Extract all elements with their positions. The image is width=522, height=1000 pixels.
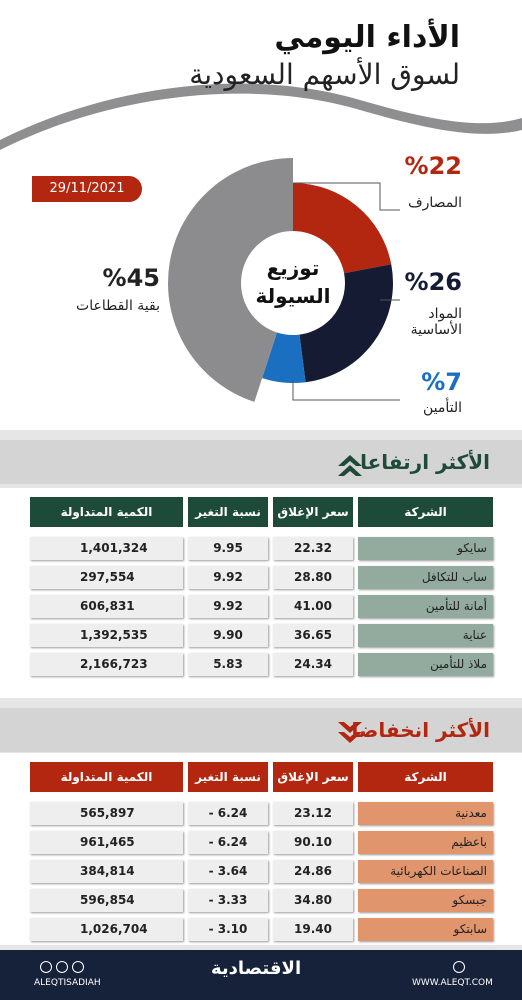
number-cell: 24.86 [273, 860, 353, 883]
number-cell: 19.40 [273, 918, 353, 941]
number-cell: 961,465 [30, 831, 183, 854]
number-cell: 23.12 [273, 802, 353, 825]
number-cell: 9.90 [188, 624, 268, 647]
subtitle: لسوق الأسهم السعودية [189, 58, 460, 91]
company-cell: جبسكو [358, 889, 493, 912]
center-label: توزيع [267, 256, 320, 280]
column-header: نسبة التغير % [188, 497, 268, 549]
social-icons [40, 961, 84, 973]
number-cell: 9.92 [188, 595, 268, 618]
number-cell: 2,166,723 [30, 653, 183, 676]
donut-slice [299, 264, 393, 383]
date: 29/11/2021 [32, 176, 142, 202]
center-label: السيولة [255, 284, 330, 308]
number-cell: 596,854 [30, 889, 183, 912]
losers-title: الأكثر انخفاضا [351, 718, 490, 742]
footer [0, 950, 522, 1000]
number-cell: 9.92 [188, 566, 268, 589]
number-cell: - 3.33 [188, 889, 268, 912]
number-cell: 606,831 [30, 595, 183, 618]
up-arrow [338, 455, 362, 476]
category-label: التأمين [422, 400, 462, 416]
section-bar [0, 440, 522, 484]
number-cell: 41.00 [273, 595, 353, 618]
category-label: المواد الأساسية [410, 306, 462, 338]
column-header: نسبة التغير % [188, 762, 268, 814]
column-header: الشركة [358, 762, 493, 792]
column-header: الكمية المتداولة [30, 497, 183, 527]
value-label: %26 [404, 268, 462, 296]
number-cell: 34.80 [273, 889, 353, 912]
column-header: سعر الإغلاق [273, 762, 353, 792]
top-panel: توزيع السيولة [0, 0, 522, 440]
company-cell: الصناعات الكهربائية [358, 860, 493, 883]
category-label: بقية القطاعات [76, 298, 160, 314]
value-label: %22 [404, 152, 462, 180]
section-bar [0, 708, 522, 752]
column-header: الكمية المتداولة [30, 762, 183, 792]
donut-slice [168, 158, 293, 402]
number-cell: 1,026,704 [30, 918, 183, 941]
number-cell: 90.10 [273, 831, 353, 854]
column-header: سعر الإغلاق [273, 497, 353, 527]
company-cell: سابتكو [358, 918, 493, 941]
number-cell: 1,401,324 [30, 537, 183, 560]
number-cell: 9.95 [188, 537, 268, 560]
footer-site: WWW.ALEQT.COM [412, 978, 493, 988]
number-cell: - 3.10 [188, 918, 268, 941]
number-cell: 24.34 [273, 653, 353, 676]
gainers-title: الأكثر ارتفاعا [360, 450, 490, 474]
company-cell: ساب للتكافل [358, 566, 493, 589]
company-cell: أمانة للتأمين [358, 595, 493, 618]
number-cell: 36.65 [273, 624, 353, 647]
donut-slice [293, 183, 392, 274]
number-cell: - 6.24 [188, 802, 268, 825]
number-cell: 1,392,535 [30, 624, 183, 647]
leader-line [292, 380, 400, 401]
down-arrow [338, 722, 362, 743]
company-cell: عناية [358, 624, 493, 647]
donut-slice [262, 332, 306, 383]
number-cell: 384,814 [30, 860, 183, 883]
number-cell: 297,554 [30, 566, 183, 589]
column-header: الشركة [358, 497, 493, 527]
number-cell: - 6.24 [188, 831, 268, 854]
company-cell: معدنية [358, 802, 493, 825]
footer-handle: ALEQTISADIAH [34, 978, 101, 988]
category-label: المصارف [408, 195, 462, 211]
number-cell: 22.32 [273, 537, 353, 560]
title: الأداء اليومي [274, 20, 460, 55]
value-label: %7 [421, 368, 462, 396]
number-cell: - 3.64 [188, 860, 268, 883]
number-cell: 28.80 [273, 566, 353, 589]
company-cell: ملاذ للتأمين [358, 653, 493, 676]
web-icon [453, 961, 465, 973]
number-cell: 565,897 [30, 802, 183, 825]
value-label: %45 [102, 264, 160, 292]
number-cell: 5.83 [188, 653, 268, 676]
leader-line [293, 182, 400, 211]
company-cell: سايكو [358, 537, 493, 560]
company-cell: باعظيم [358, 831, 493, 854]
footer-brand: الاقتصادية [211, 958, 302, 979]
